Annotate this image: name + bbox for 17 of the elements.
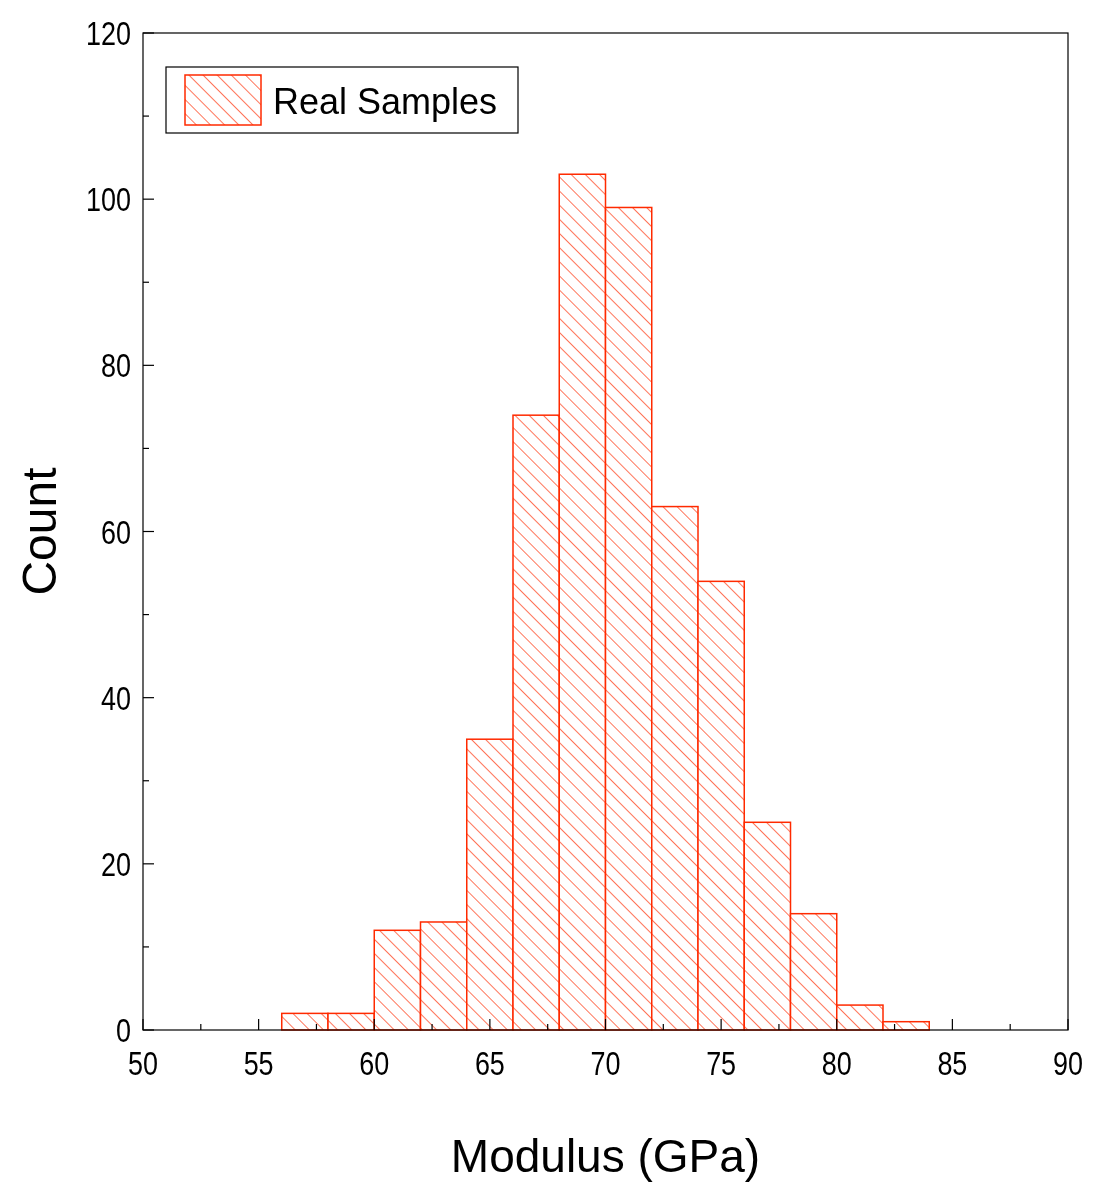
x-axis-title: Modulus (GPa) [450, 1130, 761, 1182]
y-tick-label: 80 [101, 346, 139, 385]
y-tick-label: 120 [86, 14, 143, 52]
legend-label: Real Samples [273, 81, 498, 122]
x-tick-label: 80 [821, 1044, 860, 1082]
x-tick-label: 65 [474, 1044, 513, 1082]
y-tick-label: 60 [101, 512, 139, 551]
x-tick-label: 60 [359, 1044, 398, 1082]
x-tick-label: 75 [706, 1044, 744, 1082]
y-tick-label: 20 [101, 844, 139, 883]
x-tick-label: 85 [937, 1044, 976, 1082]
y-tick-label: 40 [101, 678, 139, 717]
y-tick-label: 100 [86, 180, 143, 219]
x-tick-label: 70 [590, 1044, 629, 1082]
x-tick-label: 90 [1053, 1044, 1091, 1082]
x-tick-label: 55 [243, 1044, 282, 1082]
y-axis-title: Count [13, 467, 66, 596]
